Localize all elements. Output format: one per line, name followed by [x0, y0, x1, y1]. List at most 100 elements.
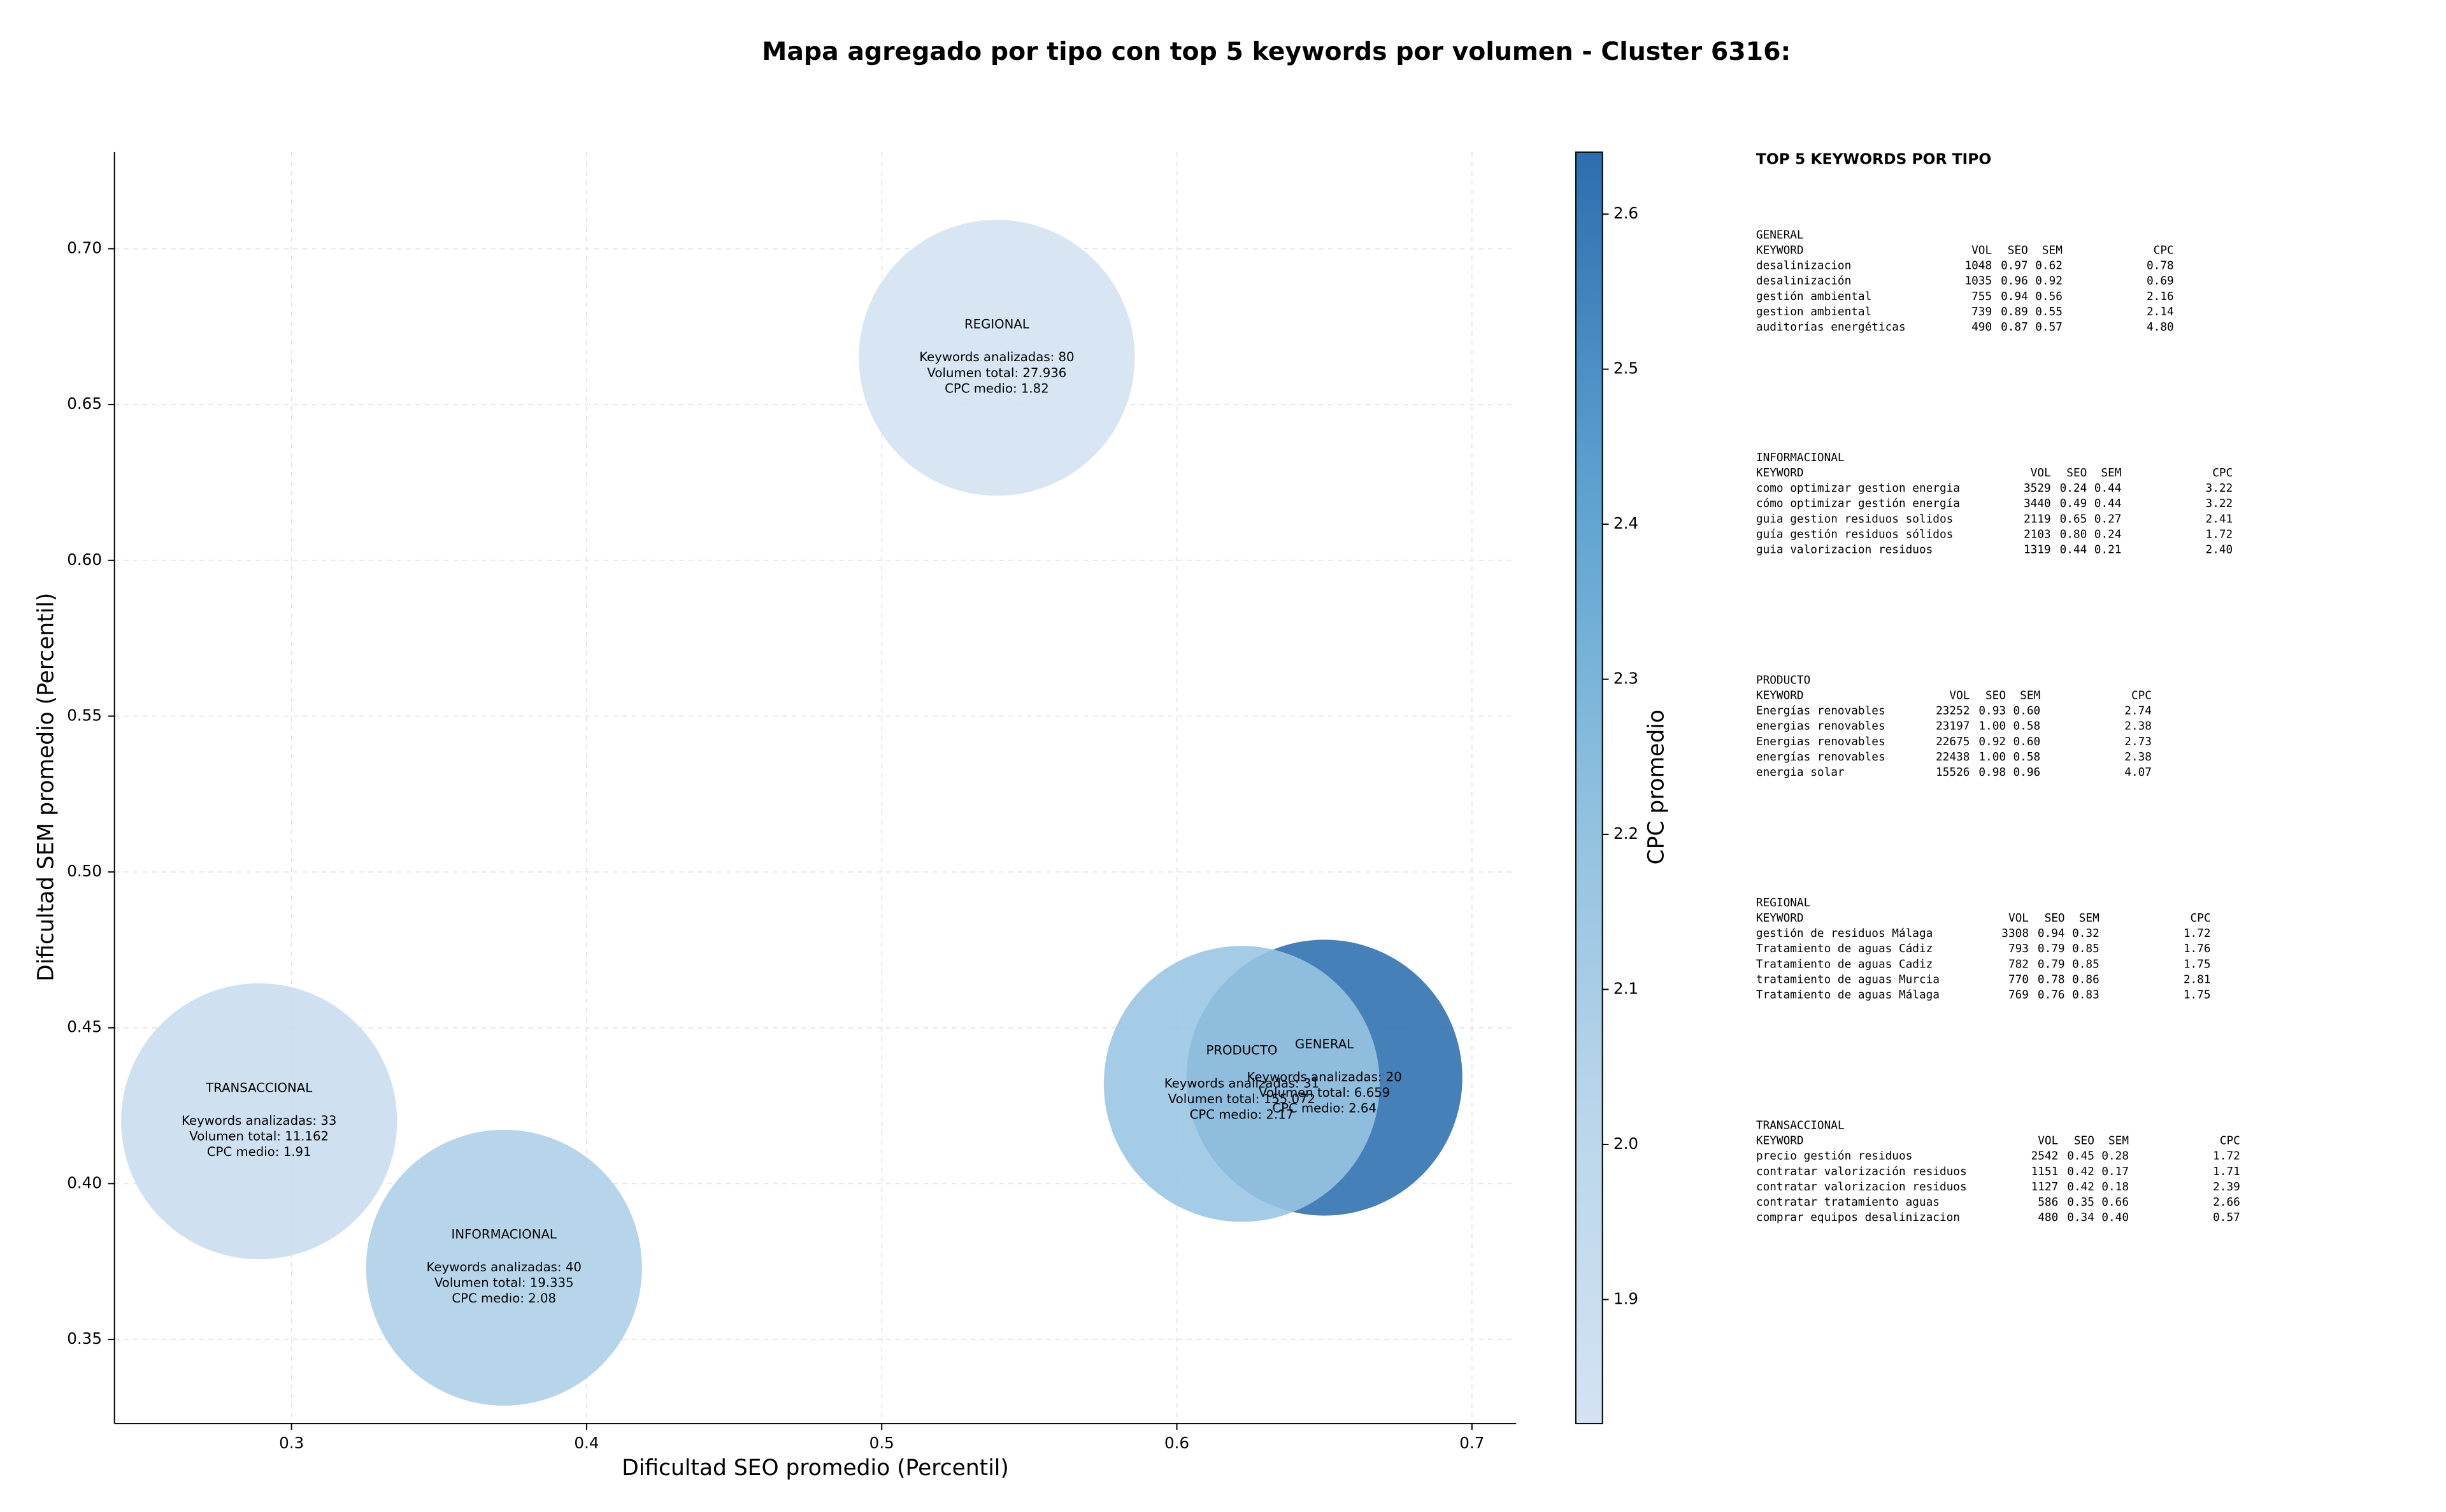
table-cell: 23197 [1936, 720, 1970, 733]
table-cell: gestión de residuos Málaga [1756, 927, 1933, 940]
y-tick-label: 0.40 [67, 1173, 102, 1192]
table-header: KEYWORD [1756, 467, 1804, 480]
table-cell: 3.22 [2206, 497, 2233, 510]
table-cell: 0.44 [2094, 482, 2122, 495]
table-cell: comprar equipos desalinizacion [1756, 1211, 1960, 1224]
table-cell: 782 [2008, 958, 2029, 971]
table-cell: 0.69 [2147, 275, 2174, 288]
table-header: VOL [1949, 689, 1970, 702]
table-cell: 0.17 [2101, 1166, 2129, 1178]
table-header: SEM [2020, 689, 2040, 702]
table-header: CPC [2212, 467, 2233, 480]
bubble-label: Volumen total: 27.936 [927, 366, 1067, 380]
table-cell: 0.76 [2038, 989, 2065, 1002]
table-header: SEO [2045, 912, 2065, 925]
bubble-label: CPC medio: 2.17 [1190, 1108, 1294, 1122]
bubble-name: REGIONAL [964, 317, 1029, 332]
table-header: SEO [2066, 467, 2087, 480]
table-cell: 3440 [2024, 497, 2051, 510]
colorbar-tick-label: 2.3 [1613, 669, 1638, 688]
table-cell: 0.98 [1978, 766, 2006, 779]
x-tick-label: 0.4 [574, 1434, 599, 1452]
table-cell: 1.72 [2184, 927, 2211, 940]
table-cell: 4.07 [2124, 766, 2152, 779]
table-cell: 0.56 [2035, 290, 2063, 303]
table-cell: 0.60 [2013, 736, 2041, 748]
table-cell: desalinizacion [1756, 260, 1851, 273]
bubble-label: CPC medio: 2.64 [1272, 1101, 1377, 1116]
table-cell: 0.24 [2060, 482, 2087, 495]
table-cell: 22675 [1936, 736, 1970, 748]
table-title: PRODUCTO [1756, 674, 1810, 687]
table-header: KEYWORD [1756, 689, 1804, 702]
table-cell: 0.58 [2013, 751, 2041, 764]
table-header: SEO [1985, 689, 2006, 702]
table-cell: 0.62 [2035, 260, 2063, 273]
colorbar-tick-label: 2.4 [1613, 514, 1638, 532]
table-cell: 0.96 [2013, 766, 2041, 779]
table-cell: 0.42 [2067, 1181, 2094, 1194]
bubble-label: Keywords analizadas: 31 [1164, 1076, 1319, 1090]
table-cell: 1.71 [2213, 1166, 2240, 1178]
colorbar-tick-label: 2.0 [1613, 1134, 1638, 1153]
table-cell: 0.89 [2001, 306, 2028, 318]
bubble [121, 983, 397, 1260]
table-cell: 0.79 [2038, 958, 2065, 971]
table-cell: 769 [2008, 989, 2029, 1002]
table-cell: 0.55 [2035, 306, 2063, 318]
table-cell: 0.78 [2038, 974, 2065, 987]
colorbar-label: CPC promedio [1643, 710, 1669, 864]
table-cell: 0.57 [2035, 321, 2063, 334]
table-cell: 1.75 [2184, 989, 2211, 1002]
bubble-label: Keywords analizadas: 20 [1247, 1070, 1402, 1085]
table-header: SEM [2042, 244, 2063, 257]
table-header: VOL [1971, 244, 1992, 257]
table-cell: 23252 [1936, 705, 1970, 718]
y-tick-label: 0.45 [67, 1018, 102, 1036]
table-cell: Tratamiento de aguas Cadiz [1756, 958, 1933, 971]
table-cell: 0.94 [2001, 290, 2028, 303]
colorbar-tick-label: 2.6 [1613, 204, 1638, 222]
table-cell: 1.00 [1978, 720, 2006, 733]
table-cell: 770 [2008, 974, 2029, 987]
x-tick-label: 0.7 [1459, 1434, 1484, 1452]
table-cell: 0.85 [2072, 958, 2099, 971]
table-cell: 0.60 [2013, 705, 2041, 718]
table-cell: 0.44 [2060, 544, 2087, 557]
table-cell: 0.40 [2101, 1211, 2129, 1224]
table-cell: 793 [2008, 943, 2029, 955]
colorbar-tick-label: 2.1 [1613, 979, 1638, 997]
table-cell: 1048 [1964, 260, 1992, 273]
bubble-label: Volumen total: 11.162 [189, 1129, 329, 1144]
table-header: CPC [2154, 244, 2174, 257]
table-cell: 0.87 [2001, 321, 2028, 334]
table-cell: 755 [1971, 290, 1992, 303]
table-cell: auditorías energéticas [1756, 321, 1906, 334]
table-cell: gestión ambiental [1756, 290, 1871, 303]
table-cell: 0.18 [2101, 1181, 2129, 1194]
table-header: KEYWORD [1756, 244, 1804, 257]
table-cell: 2542 [2031, 1150, 2059, 1163]
y-tick-label: 0.55 [67, 706, 102, 724]
table-header: VOL [2031, 467, 2051, 480]
table-cell: 0.78 [2147, 260, 2174, 273]
table-cell: guía gestión residuos sólidos [1756, 528, 1953, 541]
table-header: SEM [2108, 1135, 2129, 1148]
table-header: CPC [2220, 1135, 2240, 1148]
table-cell: 1.72 [2213, 1150, 2240, 1163]
table-cell: 2.16 [2147, 290, 2174, 303]
table-cell: 15526 [1936, 766, 1970, 779]
table-cell: 490 [1971, 321, 1992, 334]
table-cell: 3.22 [2206, 482, 2233, 495]
y-tick-label: 0.65 [67, 394, 102, 413]
table-cell: 2103 [2024, 528, 2051, 541]
table-cell: energia solar [1756, 766, 1845, 779]
table-cell: contratar tratamiento aguas [1756, 1196, 1940, 1209]
table-header: VOL [2038, 1135, 2058, 1148]
table-cell: como optimizar gestion energia [1756, 482, 1960, 495]
colorbar-tick-label: 2.2 [1613, 824, 1638, 843]
table-cell: 0.93 [1978, 705, 2006, 718]
table-cell: 2.40 [2206, 544, 2233, 557]
table-cell: gestion ambiental [1756, 306, 1871, 318]
